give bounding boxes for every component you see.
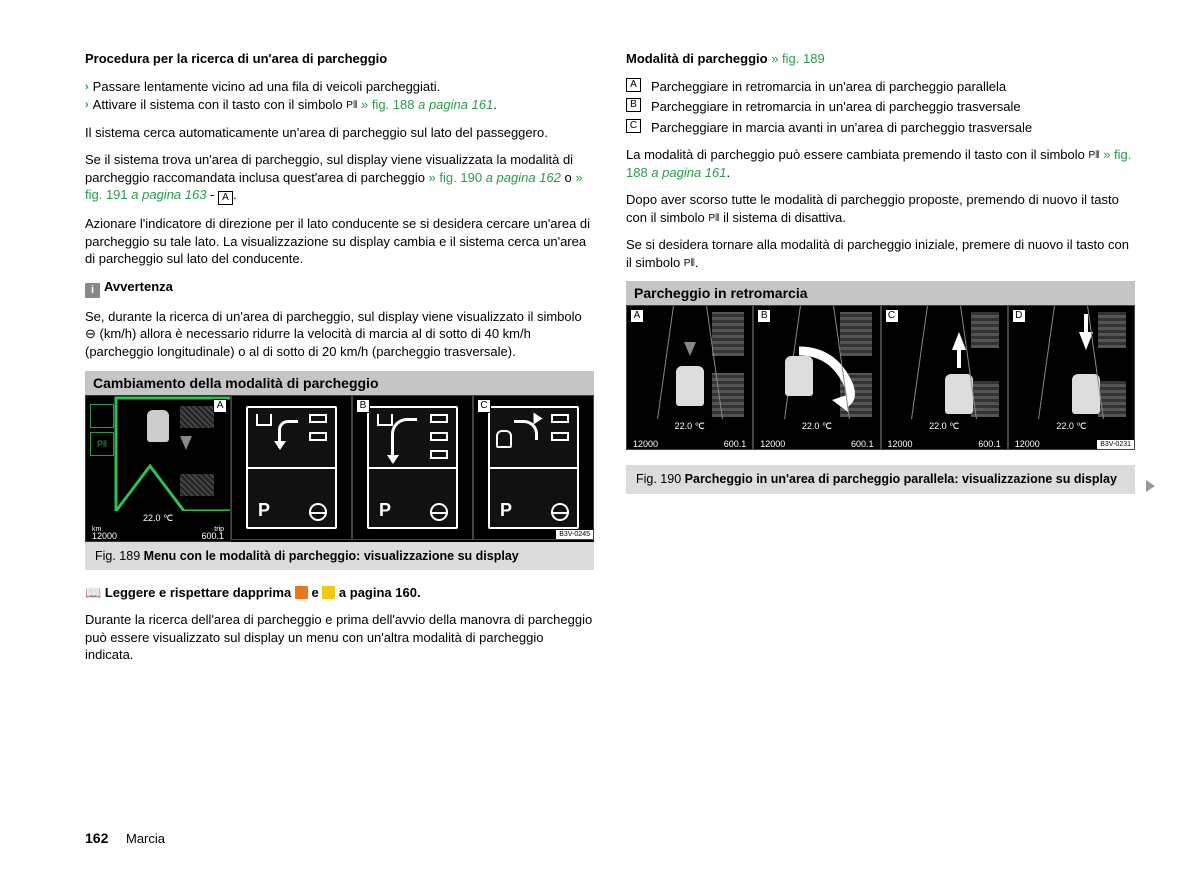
panel-b: B P [352, 395, 473, 540]
panel-label-a: A [630, 309, 644, 323]
chevron-icon: › [85, 98, 89, 114]
panel-c-190: C 22.0 ℃ 12000600.1 [881, 305, 1008, 450]
figure-code: B3V-0231 [1097, 440, 1134, 449]
panel-d-190: D 22.0 ℃ 12000600.1 B3V-0231 [1008, 305, 1135, 450]
panel-a: P [231, 395, 352, 540]
para-direction: Azionare l'indicatore di direzione per i… [85, 215, 594, 268]
ref-box-a: A [218, 191, 233, 205]
para-auto-search: Il sistema cerca automaticamente un'area… [85, 124, 594, 142]
fig189-caption: Fig. 189 Menu con le modalità di parcheg… [85, 542, 594, 570]
up-arrow-icon [952, 332, 966, 350]
car-icon [676, 366, 704, 406]
section-reverse-parking: Parcheggio in retromarcia [626, 281, 1135, 305]
bullet-1-text: Passare lentamente vicino ad una fila di… [93, 78, 441, 96]
para-change-button: La modalità di parcheggio può essere cam… [626, 146, 1135, 181]
car-icon [945, 374, 973, 414]
panel-a-190: A 22.0 ℃ 12000600.1 [626, 305, 753, 450]
page-layout: Procedura per la ricerca di un'area di p… [85, 50, 1135, 846]
link-fig190[interactable]: » fig. 190 [429, 170, 483, 185]
steering-icon [551, 503, 569, 521]
yellow-warning-icon [322, 586, 335, 599]
car-icon [1072, 374, 1100, 414]
panel-label-c: C [477, 399, 491, 413]
book-icon: 📖 [85, 585, 101, 600]
chevron-icon: › [85, 80, 89, 96]
panel-label-b: B [757, 309, 771, 323]
heading-procedure: Procedura per la ricerca di un'area di p… [85, 50, 594, 68]
note-heading: iAvvertenza [85, 278, 594, 298]
para-return-initial: Se si desidera tornare alla modalità di … [626, 236, 1135, 271]
para-menu-display: Durante la ricerca dell'area di parchegg… [85, 611, 594, 664]
display-info-strip: 22.0 ℃ kmtrip 12000600.1 [86, 513, 230, 541]
heading-modes: Modalità di parcheggio » fig. 189 [626, 50, 1135, 68]
legend-b: B Parcheggiare in retromarcia in un'area… [626, 98, 1135, 116]
steering-icon [309, 503, 327, 521]
continue-indicator-icon [1146, 480, 1155, 492]
down-arrow-icon [1079, 332, 1093, 350]
figure-code: B3V-0245 [556, 530, 593, 539]
bullet-2: › Attivare il sistema con il tasto con i… [85, 96, 594, 114]
section-name: Marcia [126, 831, 165, 846]
car-outline-icon [496, 430, 512, 448]
page-number: 162 [85, 830, 108, 846]
read-first-note: 📖 Leggere e rispettare dapprima e a pagi… [85, 584, 594, 602]
p-icon: P [379, 500, 391, 521]
panel-b-190: B 22.0 ℃ 12000600.1 [753, 305, 880, 450]
page-footer: 162 Marcia [85, 830, 165, 846]
figure-190: A 22.0 ℃ 12000600.1 B [626, 305, 1135, 465]
panel-label-c: C [885, 309, 899, 323]
fig190-caption: Fig. 190 Parcheggio in un'area di parche… [626, 465, 1135, 493]
para-deactivate: Dopo aver scorso tutte le modalità di pa… [626, 191, 1135, 226]
figure-189: A P⦀ 22.0 ℃ kmtrip 12000600.1 [85, 395, 594, 542]
link-fig188[interactable]: » fig. 188 [361, 97, 415, 112]
green-mini-icon [90, 404, 114, 428]
right-column: Modalità di parcheggio » fig. 189 A Parc… [626, 50, 1135, 846]
section-change-mode: Cambiamento della modalità di parcheggio [85, 371, 594, 395]
bullet-1: › Passare lentamente vicino ad una fila … [85, 78, 594, 96]
legend-a: A Parcheggiare in retromarcia in un'area… [626, 78, 1135, 96]
panel-c: C P B3V-0245 [473, 395, 594, 540]
bullet-2-text: Attivare il sistema con il tasto con il … [93, 96, 497, 114]
link-fig189[interactable]: » fig. 189 [771, 51, 825, 66]
curve-arrow-icon [794, 346, 864, 416]
p-icon: P [258, 500, 270, 521]
orange-warning-icon [295, 586, 308, 599]
down-arrow-icon [180, 436, 192, 450]
left-column: Procedura per la ricerca di un'area di p… [85, 50, 594, 846]
car-mini [147, 410, 169, 442]
panel-label-b: B [356, 399, 370, 413]
para-found: Se il sistema trova un'area di parcheggi… [85, 151, 594, 205]
info-icon: i [85, 283, 100, 298]
legend-c: C Parcheggiare in marcia avanti in un'ar… [626, 119, 1135, 137]
panel-label-d: D [1012, 309, 1026, 323]
p-icon: P [500, 500, 512, 521]
panel-label-a: A [213, 399, 227, 413]
note-body: Se, durante la ricerca di un'area di par… [85, 308, 594, 361]
steering-icon [430, 503, 448, 521]
